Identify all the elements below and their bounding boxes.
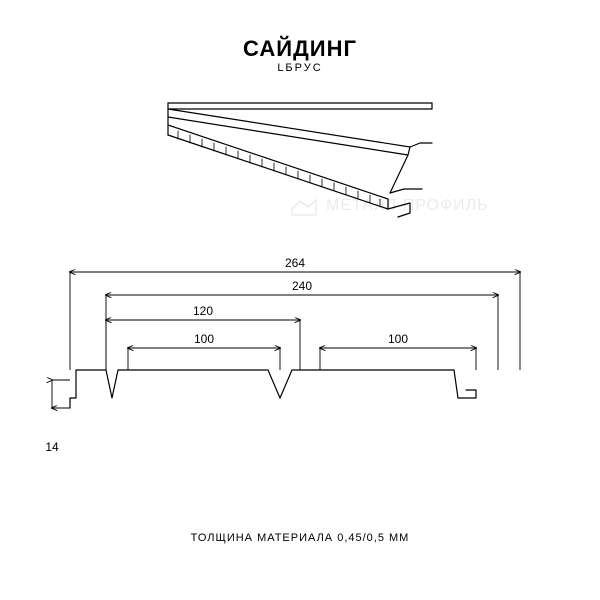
dim-cell-right: 100 xyxy=(378,332,418,346)
technical-drawing xyxy=(0,0,600,600)
dim-cell-left: 100 xyxy=(184,332,224,346)
dim-height: 14 xyxy=(38,440,66,454)
dim-full-width: 264 xyxy=(275,256,315,270)
dim-half-top: 120 xyxy=(183,304,223,318)
dim-inner-width: 240 xyxy=(282,279,322,293)
